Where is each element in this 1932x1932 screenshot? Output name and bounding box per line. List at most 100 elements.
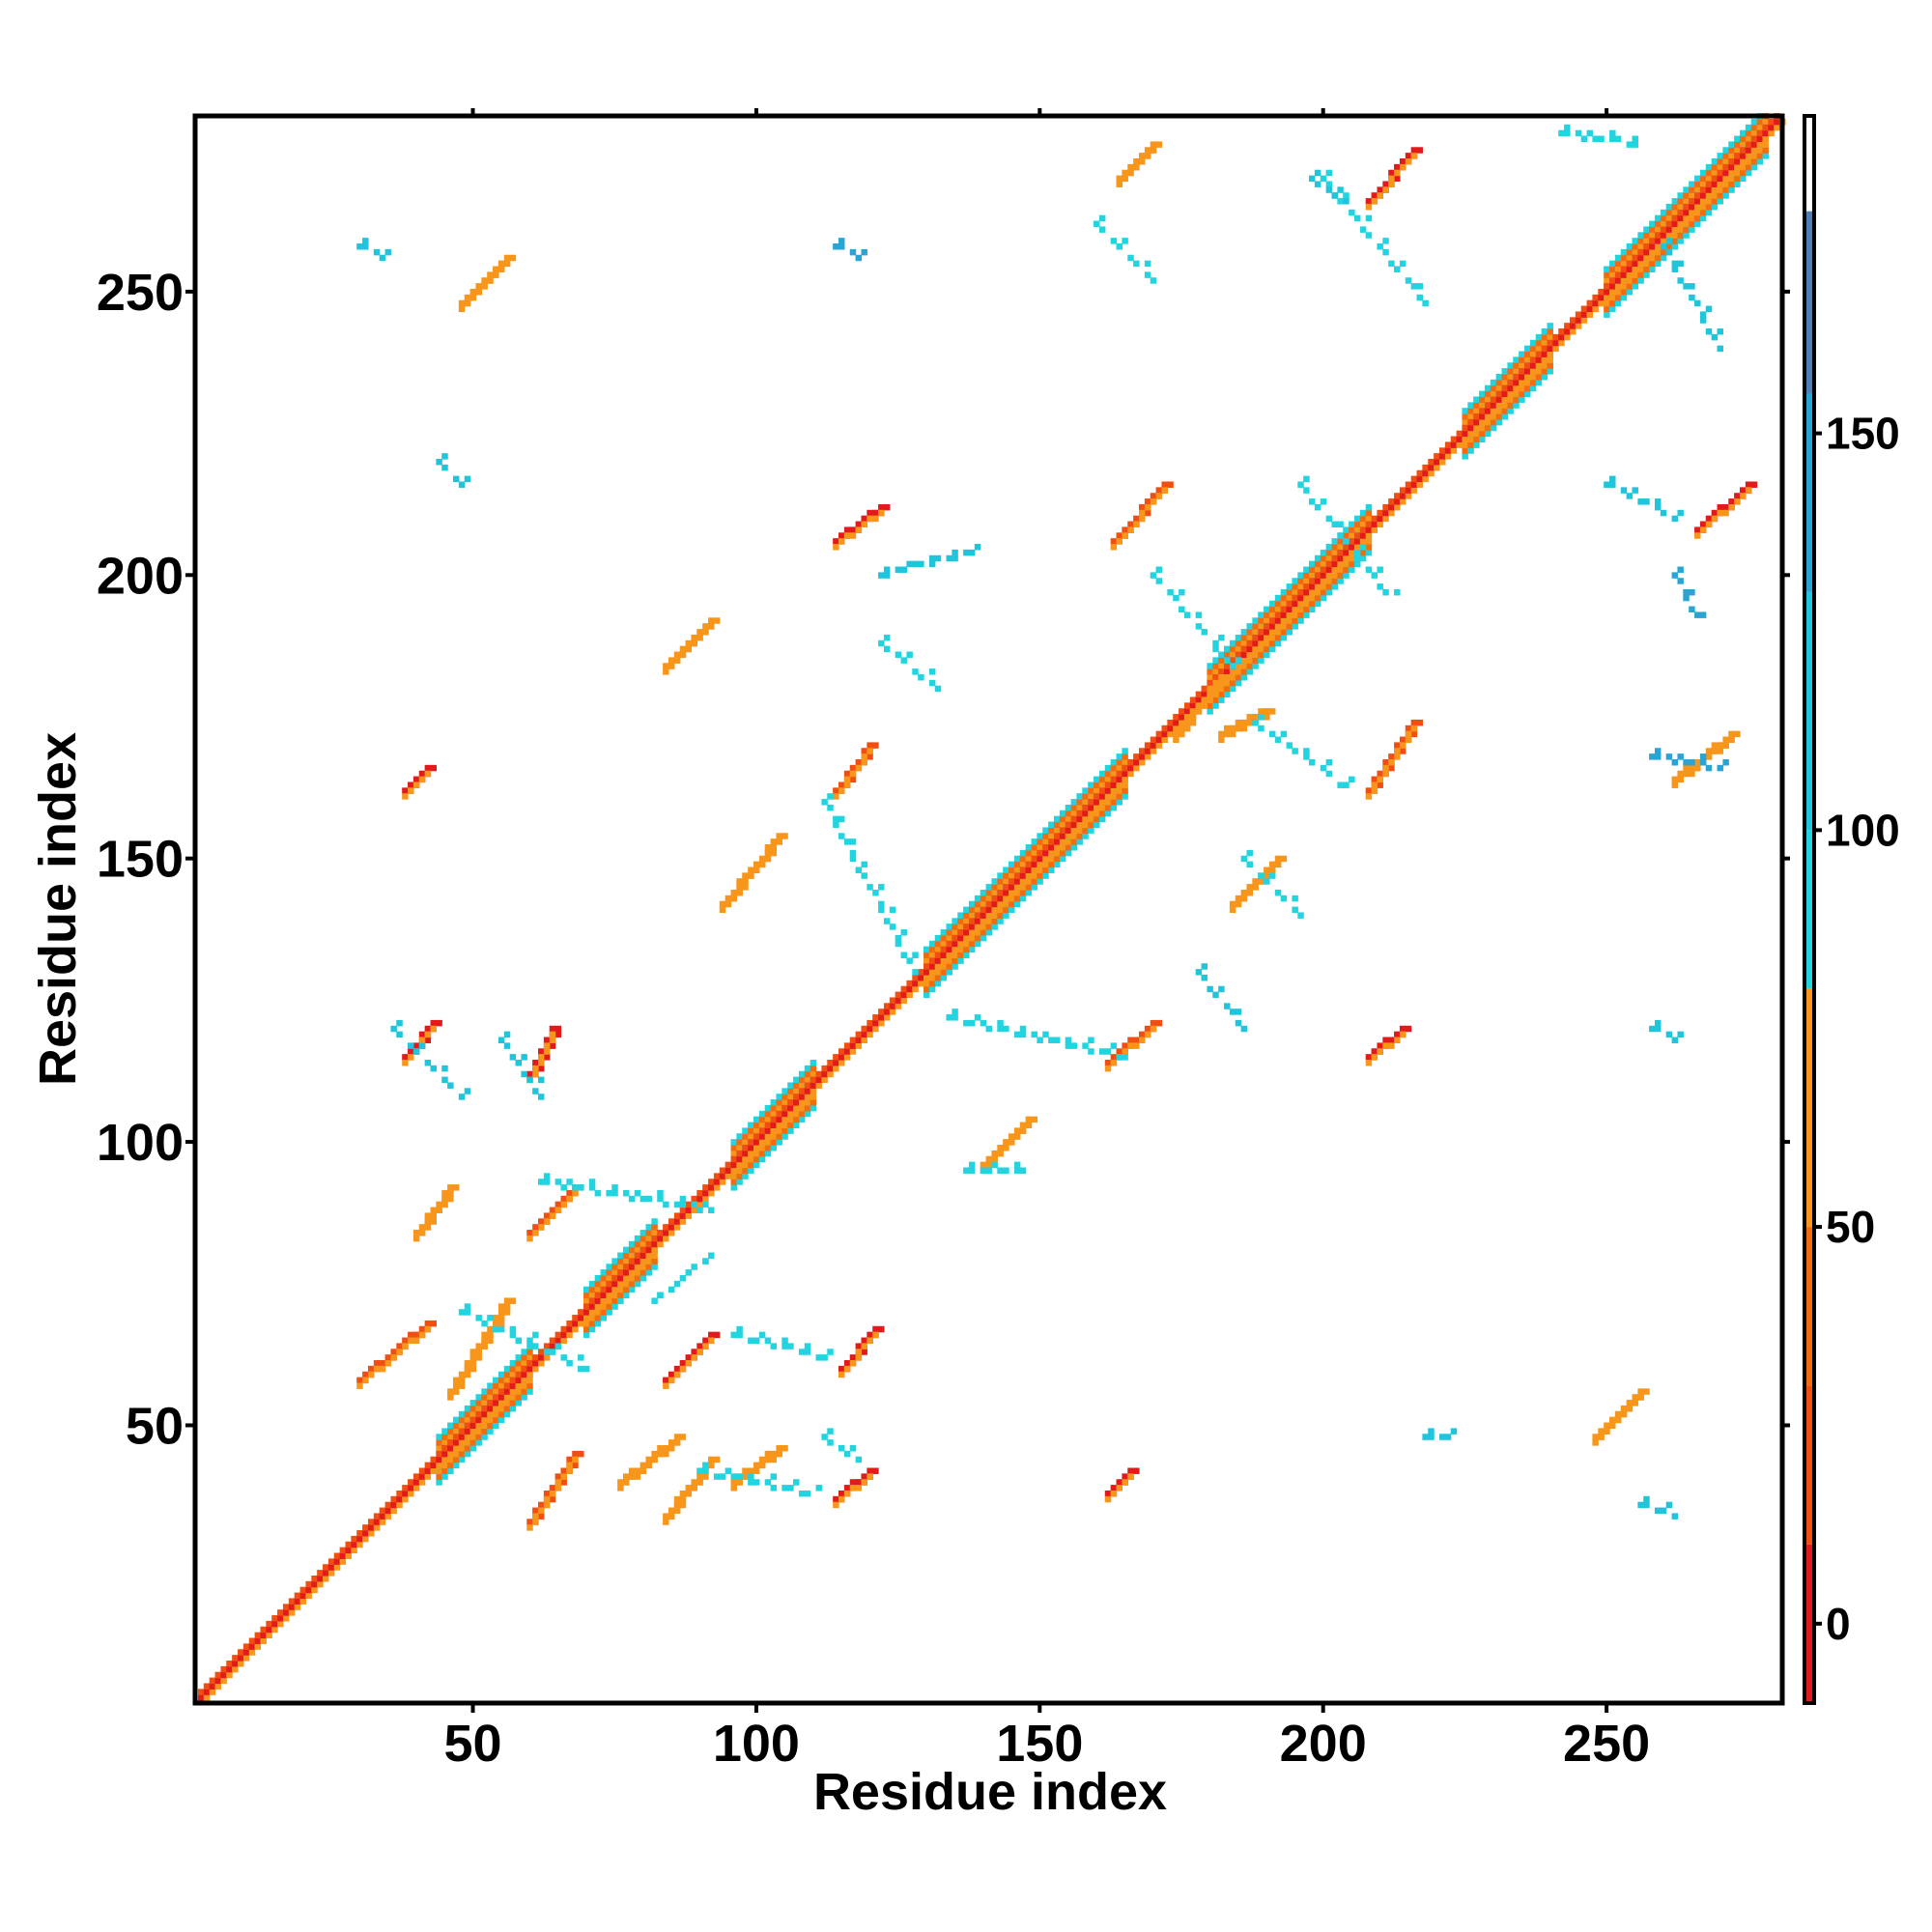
- heatmap-cell: [923, 952, 930, 958]
- heatmap-cell: [464, 1434, 471, 1440]
- heatmap-cell: [906, 985, 913, 993]
- heatmap-cell: [1734, 158, 1741, 165]
- heatmap-cell: [1717, 345, 1723, 353]
- heatmap-cell: [985, 884, 993, 891]
- heatmap-cell: [277, 1615, 284, 1622]
- heatmap-cell: [1745, 153, 1752, 159]
- heatmap-cell: [1609, 481, 1616, 488]
- heatmap-cell: [1280, 606, 1288, 613]
- heatmap-cell: [1042, 827, 1049, 834]
- heatmap-cell: [634, 1258, 641, 1264]
- heatmap-cell: [651, 1450, 658, 1458]
- heatmap-cell: [1365, 566, 1373, 573]
- heatmap-cell: [1309, 175, 1316, 183]
- heatmap-cell: [1689, 181, 1695, 187]
- heatmap-cell: [1309, 572, 1316, 579]
- heatmap-cell: [203, 1689, 211, 1695]
- heatmap-cell: [582, 1286, 590, 1293]
- heatmap-cell: [538, 1065, 545, 1072]
- heatmap-cell: [1399, 1031, 1406, 1038]
- heatmap-cell: [1003, 878, 1009, 885]
- heatmap-cell: [1388, 498, 1395, 505]
- heatmap-cell: [1297, 912, 1304, 919]
- heatmap-cell: [827, 1439, 834, 1446]
- heatmap-cell: [1671, 266, 1679, 272]
- heatmap-cell: [1013, 1167, 1021, 1174]
- heatmap-cell: [764, 855, 772, 863]
- heatmap-cell: [497, 266, 505, 272]
- heatmap-cell: [1070, 827, 1078, 834]
- heatmap-cell: [1462, 424, 1468, 432]
- heatmap-cell: [906, 957, 913, 964]
- heatmap-cell: [452, 1416, 460, 1424]
- heatmap-cell: [1116, 781, 1122, 788]
- heatmap-cell: [906, 980, 913, 987]
- heatmap-cell: [1224, 679, 1231, 687]
- heatmap-cell: [736, 878, 743, 885]
- heatmap-cell: [209, 1677, 216, 1685]
- heatmap-cell: [1003, 884, 1009, 891]
- heatmap-cell: [946, 923, 952, 930]
- heatmap-cell: [1473, 436, 1480, 443]
- x-tick-label: 100: [713, 1715, 800, 1773]
- heatmap-cell: [526, 1371, 533, 1378]
- heatmap-cell: [1212, 991, 1219, 999]
- heatmap-cell: [1394, 748, 1401, 754]
- heatmap-cell: [776, 1104, 782, 1112]
- heatmap-cell: [1728, 158, 1735, 165]
- heatmap-cell: [373, 1524, 381, 1531]
- heatmap-cell: [1025, 1116, 1033, 1123]
- heatmap-cell: [1031, 1031, 1037, 1038]
- heatmap-cell: [1524, 356, 1531, 363]
- heatmap-cell: [713, 1331, 721, 1339]
- heatmap-cell: [430, 764, 437, 772]
- heatmap-cell: [1059, 833, 1066, 839]
- heatmap-cell: [317, 1570, 324, 1577]
- heatmap-cell: [928, 985, 936, 993]
- heatmap-cell: [487, 1405, 494, 1412]
- heatmap-cell: [572, 1184, 579, 1191]
- heatmap-cell: [657, 1445, 664, 1452]
- heatmap-cell: [1604, 271, 1610, 278]
- heatmap-cell: [1717, 153, 1723, 159]
- heatmap-cell: [1547, 328, 1553, 335]
- heatmap-cell: [1303, 600, 1310, 608]
- heatmap-cell: [493, 1416, 499, 1424]
- heatmap-cell: [1094, 815, 1100, 823]
- heatmap-cell: [464, 1303, 471, 1310]
- heatmap-cell: [1677, 578, 1684, 584]
- heatmap-cell: [1292, 611, 1298, 618]
- heatmap-cell: [1552, 345, 1559, 353]
- heatmap-cell: [651, 1230, 658, 1236]
- heatmap-cell: [418, 1230, 426, 1236]
- heatmap-cell: [424, 1467, 432, 1474]
- heatmap-cell: [1268, 634, 1276, 641]
- heatmap-cell: [560, 1467, 567, 1474]
- heatmap-cell: [509, 1377, 517, 1384]
- heatmap-cell: [1116, 776, 1122, 783]
- heatmap-cell: [1558, 339, 1565, 347]
- heatmap-cell: [572, 1462, 579, 1469]
- heatmap-cell: [991, 878, 998, 885]
- heatmap-cell: [543, 1048, 551, 1055]
- heatmap-cell: [1353, 532, 1361, 539]
- heatmap-cell: [384, 1513, 392, 1520]
- heatmap-cell: [787, 1094, 794, 1100]
- heatmap-cell: [781, 1485, 788, 1492]
- heatmap-cell: [691, 1479, 697, 1486]
- heatmap-cell: [1246, 657, 1253, 664]
- heatmap-cell: [1065, 815, 1072, 823]
- heatmap-cell: [758, 861, 766, 868]
- heatmap-cell: [793, 1110, 800, 1118]
- heatmap-cell: [560, 1337, 567, 1344]
- heatmap-cell: [497, 1388, 505, 1395]
- heatmap-cell: [1507, 362, 1514, 369]
- heatmap-cell: [736, 889, 743, 896]
- heatmap-cell: [254, 1637, 262, 1644]
- heatmap-cell: [509, 1325, 517, 1333]
- heatmap-cell: [617, 1286, 624, 1293]
- heatmap-cell: [1519, 384, 1525, 392]
- heatmap-cell: [1144, 147, 1151, 154]
- heatmap-cell: [1428, 469, 1435, 477]
- heatmap-cell: [1353, 538, 1361, 545]
